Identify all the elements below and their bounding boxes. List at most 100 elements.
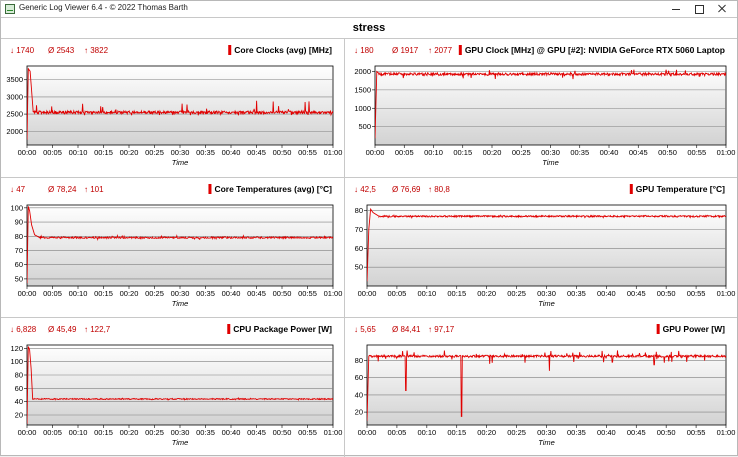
- chart-panel-3: ↓ 47 Ø 78,24 ↑ 101 Core Temperatures (avg) …: [10, 184, 342, 308]
- stat-max: ↑ 122,7: [84, 325, 111, 334]
- app-chart-icon: [5, 4, 15, 14]
- x-tick-label: 00:25: [507, 289, 526, 298]
- title-marker: [228, 45, 232, 55]
- x-axis-title: Time: [172, 438, 189, 447]
- y-tick-label: 70: [355, 225, 363, 234]
- x-tick-label: 00:50: [657, 428, 676, 437]
- minimize-button[interactable]: [665, 1, 687, 17]
- x-tick-label: 00:30: [537, 428, 556, 437]
- stat-max: ↑ 97,17: [428, 325, 455, 334]
- x-tick-label: 00:35: [567, 289, 586, 298]
- series-line: [367, 207, 726, 282]
- x-tick-label: 00:25: [145, 289, 164, 298]
- title-marker: [208, 184, 212, 194]
- stat-min: ↓ 1740: [10, 46, 35, 55]
- x-tick-label: 00:00: [18, 428, 37, 437]
- plot-area: [366, 204, 727, 287]
- title-marker: [458, 45, 462, 55]
- x-tick-label: 00:15: [453, 148, 472, 157]
- x-tick-label: 00:15: [94, 428, 113, 437]
- stat-min: ↓ 5,65: [354, 325, 376, 334]
- x-tick-label: 00:35: [196, 428, 215, 437]
- chart-panel-5: ↓ 6,828 Ø 45,49 ↑ 122,7 CPU Package Power […: [10, 324, 342, 447]
- y-tick-label: 50: [355, 263, 363, 272]
- chart-panel-1: ↓ 1740 Ø 2543 ↑ 3822 Core Clocks (avg) [MHz…: [6, 45, 342, 167]
- series-line: [367, 350, 726, 421]
- x-tick-label: 00:40: [222, 289, 241, 298]
- x-tick-label: 00:10: [69, 428, 88, 437]
- maximize-button[interactable]: [688, 1, 710, 17]
- plot-area: [26, 204, 334, 287]
- chart-title: CPU Package Power [W]: [233, 324, 332, 334]
- y-tick-label: 1500: [354, 85, 371, 94]
- y-tick-label: 80: [15, 371, 23, 380]
- y-tick-label: 50: [15, 274, 23, 283]
- y-tick-label: 60: [15, 384, 23, 393]
- series-line: [27, 346, 333, 424]
- x-tick-label: 00:50: [658, 148, 677, 157]
- stat-avg: Ø 76,69: [392, 185, 421, 194]
- y-tick-label: 500: [358, 122, 371, 131]
- x-tick-label: 00:05: [43, 428, 62, 437]
- x-tick-label: 00:05: [43, 148, 62, 157]
- x-tick-label: 00:30: [541, 148, 560, 157]
- window-title: Generic Log Viewer 6.4 - © 2022 Thomas B…: [19, 3, 188, 12]
- x-tick-label: 00:10: [424, 148, 443, 157]
- y-tick-label: 1000: [354, 104, 371, 113]
- x-tick-label: 00:55: [687, 148, 706, 157]
- x-tick-label: 00:30: [171, 428, 190, 437]
- y-tick-label: 60: [355, 244, 363, 253]
- stat-max: ↑ 3822: [84, 46, 109, 55]
- y-tick-label: 20: [355, 408, 363, 417]
- x-tick-label: 00:45: [627, 289, 646, 298]
- y-tick-label: 70: [15, 246, 23, 255]
- x-tick-label: 00:20: [120, 148, 139, 157]
- plot-area: [26, 65, 334, 146]
- plot-area: [26, 344, 334, 426]
- y-tick-label: 100: [10, 357, 23, 366]
- x-tick-label: 00:00: [366, 148, 385, 157]
- x-tick-label: 00:50: [273, 148, 292, 157]
- x-tick-label: 00:10: [417, 289, 436, 298]
- stat-min: ↓ 180: [354, 46, 374, 55]
- x-tick-label: 00:35: [567, 428, 586, 437]
- y-tick-label: 40: [15, 397, 23, 406]
- log-title: stress: [352, 22, 386, 34]
- x-tick-label: 00:10: [417, 428, 436, 437]
- log-title-header: stress: [1, 17, 737, 39]
- y-tick-label: 100: [10, 203, 23, 212]
- x-tick-label: 01:00: [324, 289, 343, 298]
- stat-min: ↓ 47: [10, 185, 26, 194]
- x-tick-label: 00:00: [18, 148, 37, 157]
- x-tick-label: 00:25: [145, 148, 164, 157]
- x-tick-label: 00:40: [597, 428, 616, 437]
- x-tick-label: 00:50: [273, 428, 292, 437]
- x-tick-label: 00:05: [43, 289, 62, 298]
- x-tick-label: 00:35: [196, 148, 215, 157]
- stat-max: ↑ 2077: [428, 46, 453, 55]
- chart-panel-2: ↓ 180 Ø 1917 ↑ 2077 GPU Clock [MHz] @ GPU […: [354, 45, 735, 167]
- x-tick-label: 00:50: [273, 289, 292, 298]
- x-tick-label: 00:20: [120, 428, 139, 437]
- title-bar[interactable]: Generic Log Viewer 6.4 - © 2022 Thomas B…: [1, 1, 737, 17]
- title-marker: [629, 184, 633, 194]
- series-line: [27, 206, 333, 284]
- x-tick-label: 00:00: [18, 289, 37, 298]
- y-tick-label: 80: [15, 232, 23, 241]
- x-tick-label: 00:45: [247, 428, 266, 437]
- stat-min: ↓ 42,5: [354, 185, 376, 194]
- y-tick-label: 20: [15, 411, 23, 420]
- title-marker: [227, 324, 231, 334]
- x-tick-label: 01:00: [717, 289, 736, 298]
- stat-avg: Ø 2543: [48, 46, 75, 55]
- x-tick-label: 00:35: [570, 148, 589, 157]
- x-tick-label: 00:55: [298, 148, 317, 157]
- panel-divider-vertical: [344, 39, 345, 457]
- y-tick-label: 80: [355, 206, 363, 215]
- y-tick-label: 90: [15, 218, 23, 227]
- y-tick-label: 80: [355, 356, 363, 365]
- y-tick-label: 2000: [6, 127, 23, 136]
- stat-avg: Ø 78,24: [48, 185, 77, 194]
- x-tick-label: 00:20: [477, 289, 496, 298]
